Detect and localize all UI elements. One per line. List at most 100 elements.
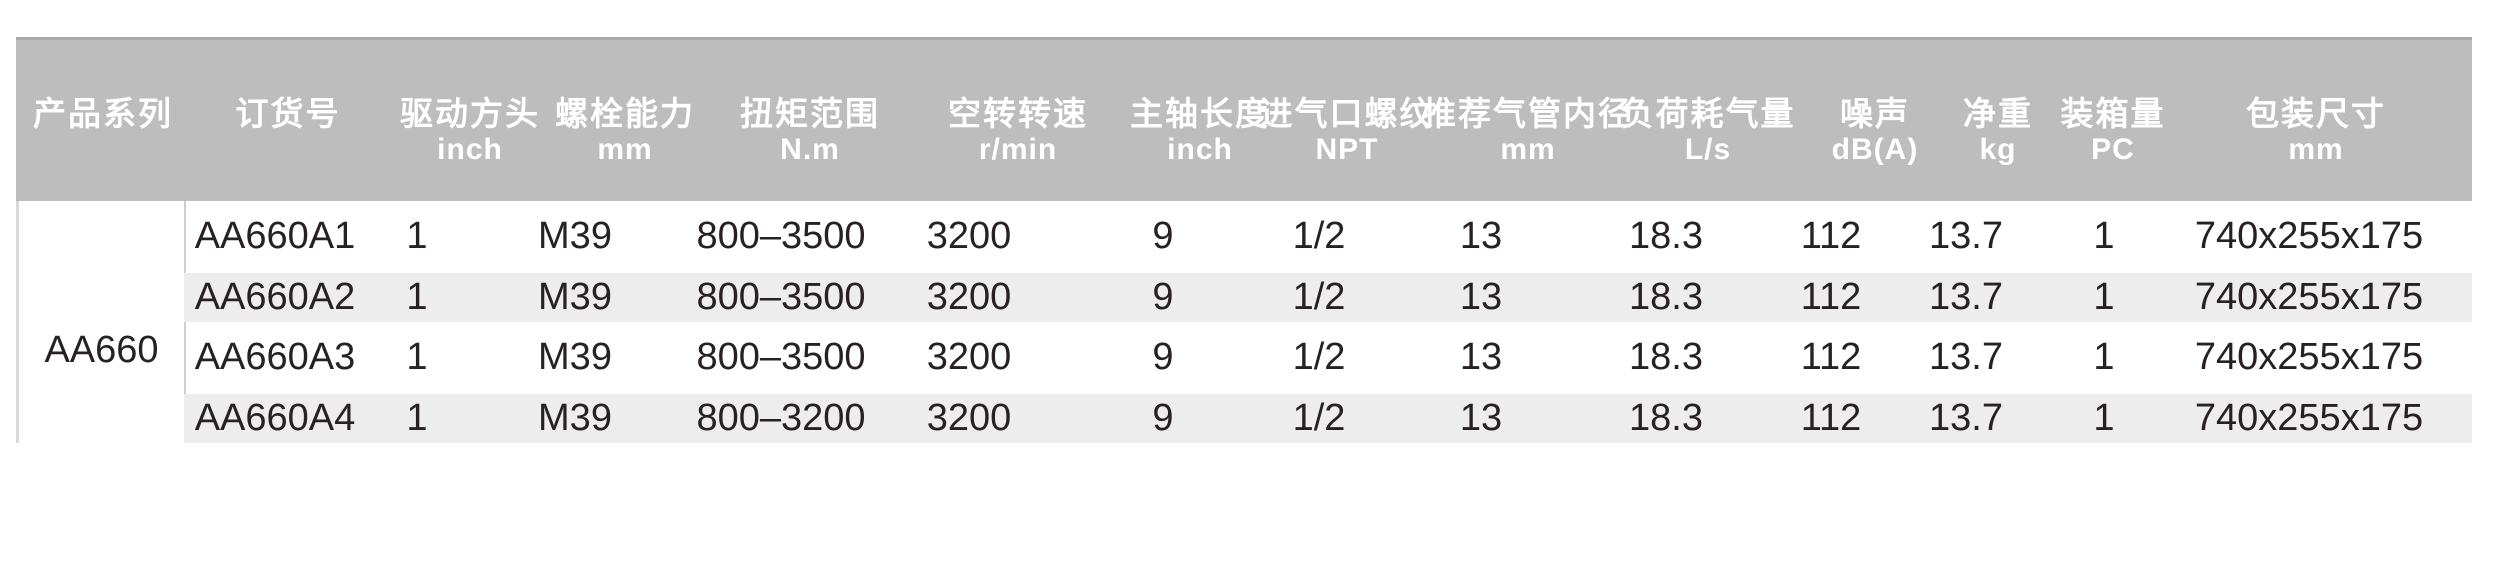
column-unit-bolt: mm	[597, 133, 653, 166]
table-cell-drive: 1	[406, 336, 428, 378]
header-cell-inlet: 进气口螺纹 NPT	[1197, 40, 1497, 201]
column-label-speed: 空转转速	[948, 95, 1088, 132]
column-unit-spindle: inch	[1167, 133, 1233, 166]
table-cell-hose: 13	[1459, 275, 1503, 318]
header-cell-package: 包装尺寸 mm	[2166, 40, 2466, 201]
table-row-3: AA660A3 1 M39 800–3500 3200 9 1/2 13 18.3 112 13.7…	[19, 322, 2472, 383]
table-cell-spindle: 9	[1152, 215, 1174, 257]
column-label-torque: 扭矩范围	[740, 95, 880, 132]
column-unit-qty: PC	[2091, 133, 2135, 166]
header-cell-drive: 驱动方头 inch	[320, 40, 620, 201]
table-cell-noise: 112	[1800, 215, 1862, 257]
table-cell-speed: 3200	[926, 396, 1012, 439]
table-cell-qty: 1	[2093, 215, 2115, 257]
column-label-package: 包装尺寸	[2246, 95, 2386, 132]
table-cell-air: 18.3	[1629, 336, 1703, 378]
table-cell-order: AA660A4	[194, 396, 356, 439]
table-cell-inlet: 1/2	[1292, 275, 1346, 318]
column-label-order: 订货号	[235, 95, 341, 132]
table-cell-order: AA660A2	[194, 275, 356, 318]
table-cell-inlet: 1/2	[1292, 396, 1346, 439]
table-cell-drive: 1	[406, 275, 428, 318]
header-cell-hose: 推荐气管内径 mm	[1378, 40, 1678, 201]
column-label-spindle: 主轴长度	[1130, 95, 1270, 132]
table-cell-air: 18.3	[1629, 396, 1703, 439]
column-label-series: 产品系列	[33, 95, 173, 132]
table-cell-package: 740x255x175	[2194, 396, 2424, 439]
table-cell-inlet: 1/2	[1292, 336, 1346, 378]
table-row-2: AA660A2 1 M39 800–3500 3200 9 1/2 13 18.3 112 13.7…	[19, 262, 2472, 322]
column-unit-inlet: NPT	[1315, 133, 1379, 166]
table-cell-inlet: 1/2	[1292, 215, 1346, 257]
table-cell-hose: 13	[1459, 336, 1503, 378]
table-cell-package: 740x255x175	[2194, 215, 2424, 257]
table-cell-package: 740x255x175	[2194, 336, 2424, 378]
table-cell-hose: 13	[1459, 396, 1503, 439]
header-cell-series: 产品系列	[0, 40, 253, 201]
column-unit-torque: N.m	[780, 133, 840, 166]
column-label-hose: 推荐气管内径	[1423, 95, 1633, 132]
column-label-drive: 驱动方头	[400, 95, 540, 132]
column-label-qty: 装箱量	[2060, 95, 2166, 132]
column-unit-package: mm	[2288, 133, 2344, 166]
table-cell-torque: 800–3500	[696, 336, 866, 378]
header-cell-weight: 净重 kg	[1848, 40, 2148, 201]
header-cell-qty: 装箱量 PC	[1963, 40, 2263, 201]
column-unit-hose: mm	[1500, 133, 1556, 166]
table-cell-noise: 112	[1800, 336, 1862, 378]
column-unit-weight: kg	[1979, 133, 2017, 166]
header-cell-speed: 空转转速 r/min	[868, 40, 1168, 201]
header-cell-torque: 扭矩范围 N.m	[660, 40, 960, 201]
table-cell-bolt: M39	[538, 275, 612, 318]
table-row-4: AA660A4 1 M39 800–3200 3200 9 1/2 13 18.3 112 13.7…	[19, 383, 2472, 443]
header-cell-spindle: 主轴长度 inch	[1050, 40, 1350, 201]
table-cell-bolt: M39	[538, 215, 612, 257]
table-cell-drive: 1	[406, 215, 428, 257]
table-cell-spindle: 9	[1152, 336, 1174, 378]
table-header-row: 产品系列 订货号 驱动方头 inch 螺栓能力 mm 扭矩范围 N.m 空转转速 r/min 主轴长…	[16, 37, 2472, 201]
table-cell-weight: 13.7	[1929, 396, 2003, 439]
table-cell-weight: 13.7	[1929, 215, 2003, 257]
table-cell-qty: 1	[2093, 336, 2115, 378]
table-cell-spindle: 9	[1152, 396, 1174, 439]
table-cell-spindle: 9	[1152, 275, 1174, 318]
table-row-1: AA660A1 1 M39 800–3500 3200 9 1/2 13 18.3 112 13.7…	[19, 201, 2472, 262]
table-cell-bolt: M39	[538, 336, 612, 378]
header-cell-noise: 噪声 dB(A)	[1725, 40, 2025, 201]
table-cell-noise: 112	[1800, 396, 1862, 439]
table-cell-order: AA660A1	[194, 215, 356, 257]
table-cell-hose: 13	[1459, 215, 1503, 257]
series-label: AA660	[44, 329, 159, 371]
table-cell-air: 18.3	[1629, 275, 1703, 318]
table-body: AA660 AA660A1 1 M39 800–3500 3200 9 1/2 13 18.3 1…	[16, 201, 2472, 443]
table-cell-drive: 1	[406, 396, 428, 439]
column-label-weight: 净重	[1963, 95, 2033, 132]
series-cell: AA660	[19, 325, 184, 375]
table-cell-weight: 13.7	[1929, 336, 2003, 378]
column-label-bolt: 螺栓能力	[555, 95, 695, 132]
header-cell-air: 负荷耗气量 L/s	[1558, 40, 1858, 201]
series-column-separator	[184, 201, 186, 443]
table-cell-order: AA660A3	[194, 336, 356, 378]
column-unit-speed: r/min	[978, 133, 1058, 166]
column-unit-drive: inch	[437, 133, 503, 166]
header-cell-bolt: 螺栓能力 mm	[475, 40, 775, 201]
column-label-noise: 噪声	[1840, 95, 1910, 132]
column-label-inlet: 进气口螺纹	[1259, 95, 1435, 132]
column-unit-noise: dB(A)	[1831, 133, 1919, 166]
table-cell-package: 740x255x175	[2194, 275, 2424, 318]
table-cell-speed: 3200	[926, 336, 1012, 378]
table-cell-qty: 1	[2093, 396, 2115, 439]
column-unit-air: L/s	[1684, 133, 1732, 166]
table-cell-torque: 800–3500	[696, 275, 866, 318]
header-cell-order: 订货号	[138, 40, 438, 201]
table-cell-speed: 3200	[926, 275, 1012, 318]
table-cell-speed: 3200	[926, 215, 1012, 257]
row-stripe	[184, 272, 2472, 322]
table-cell-bolt: M39	[538, 396, 612, 439]
row-stripe	[184, 393, 2472, 443]
table-cell-noise: 112	[1800, 275, 1862, 318]
table-cell-air: 18.3	[1629, 215, 1703, 257]
column-label-air: 负荷耗气量	[1620, 95, 1796, 132]
